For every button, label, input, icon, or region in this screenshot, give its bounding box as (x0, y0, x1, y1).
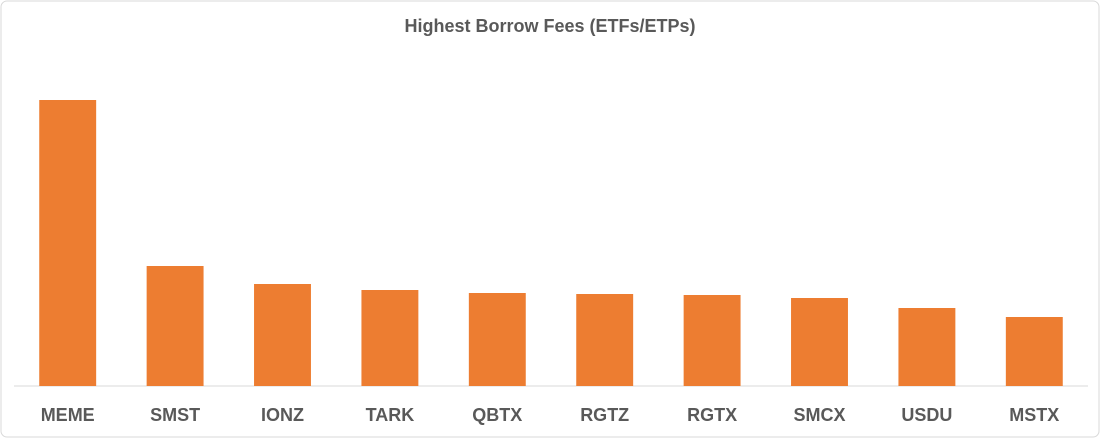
bar (39, 100, 97, 386)
x-tick-label: USDU (901, 405, 952, 425)
x-tick-label: IONZ (261, 405, 304, 425)
bar (898, 308, 956, 386)
bar (146, 266, 204, 386)
x-tick-label: SMCX (793, 405, 845, 425)
x-tick-label: QBTX (472, 405, 522, 425)
x-tick-label: RGTX (687, 405, 737, 425)
x-tick-label: RGTZ (580, 405, 629, 425)
bar (361, 290, 419, 386)
bar (254, 284, 311, 386)
bar (576, 294, 634, 386)
bar (683, 295, 741, 386)
x-tick-label: TARK (366, 405, 415, 425)
bar (1005, 317, 1063, 386)
chart-title: Highest Borrow Fees (ETFs/ETPs) (404, 16, 695, 36)
x-tick-label: SMST (150, 405, 200, 425)
bar (791, 298, 848, 386)
bar (468, 293, 526, 386)
x-tick-label: MEME (41, 405, 95, 425)
x-tick-label: MSTX (1009, 405, 1059, 425)
